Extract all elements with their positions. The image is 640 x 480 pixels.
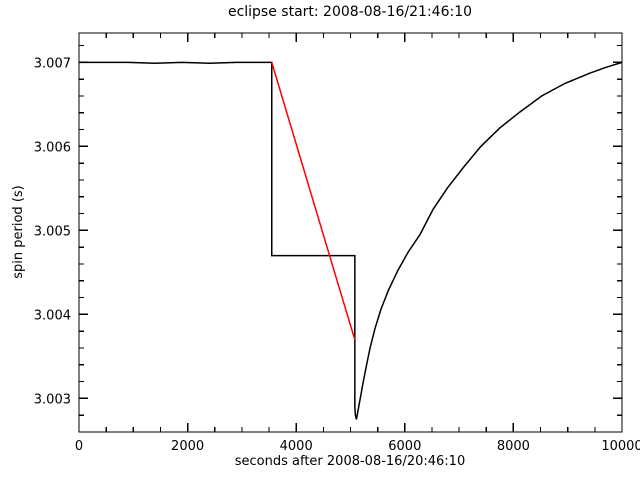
data-series <box>79 61 623 420</box>
y-tick-label: 3.003 <box>34 392 71 407</box>
x-tick-label: 2000 <box>171 439 204 454</box>
x-tick-label: 4000 <box>280 439 313 454</box>
x-tick-label: 10000 <box>601 439 640 454</box>
chart-title: eclipse start: 2008-08-16/21:46:10 <box>228 4 472 20</box>
axis-ticks <box>78 33 623 433</box>
x-tick-label: 6000 <box>388 439 421 454</box>
y-tick-label: 3.006 <box>34 140 71 155</box>
x-axis-title: seconds after 2008-08-16/20:46:10 <box>235 454 465 469</box>
y-axis-title: spin period (s) <box>11 185 26 278</box>
y-tick-label: 3.007 <box>34 56 71 71</box>
data-series-model <box>271 62 356 340</box>
x-tick-label: 0 <box>75 439 83 454</box>
plot-frame <box>78 32 623 433</box>
y-tick-label: 3.004 <box>34 308 71 323</box>
axis-tick-labels: 0 2000 4000 6000 8000 10000 3.003 3.004 3.005 3.0… <box>34 56 640 454</box>
x-tick-label: 8000 <box>497 439 530 454</box>
data-series-measured <box>79 61 623 420</box>
y-tick-label: 3.005 <box>34 224 71 239</box>
